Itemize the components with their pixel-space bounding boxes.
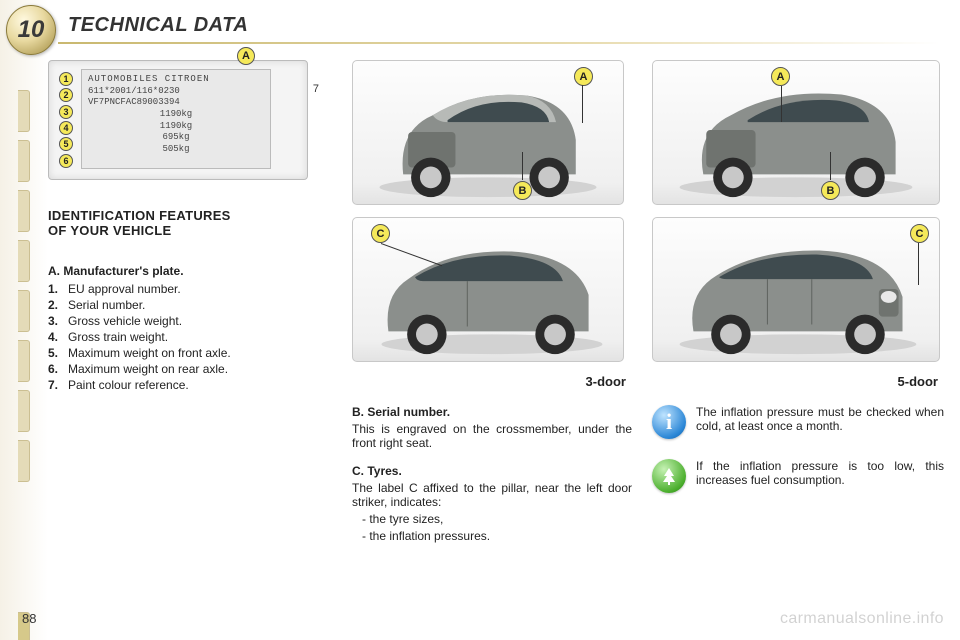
section-c-lead: The label C affixed to the pillar, near … bbox=[352, 481, 632, 509]
leader-line bbox=[522, 152, 523, 180]
side-tab bbox=[18, 190, 30, 232]
callout-c: C bbox=[371, 224, 390, 243]
section-c-b1: the tyre sizes, bbox=[362, 512, 632, 526]
section-a-title: A. Manufacturer's plate. bbox=[48, 264, 328, 278]
car-5door-rear: A B bbox=[652, 60, 940, 205]
callout-a: A bbox=[771, 67, 790, 86]
manual-page: 10 TECHNICAL DATA A 7 1 2 3 4 5 6 bbox=[0, 0, 960, 640]
plate-callout-a: A bbox=[237, 47, 255, 65]
plate-leader-5: 5 bbox=[59, 137, 73, 151]
left-column: A 7 1 2 3 4 5 6 AUTOMOBILES CITROEN 611*… bbox=[48, 60, 328, 394]
plate-line-6: 505kg bbox=[88, 144, 264, 156]
list-item: 4.Gross train weight. bbox=[48, 330, 328, 344]
car-3door-rear: A B bbox=[352, 60, 624, 205]
callout-c: C bbox=[910, 224, 929, 243]
section-c: C. Tyres. The label C affixed to the pil… bbox=[352, 464, 632, 543]
plate-line-4: 1190kg bbox=[88, 121, 264, 133]
section-c-title: C. Tyres. bbox=[352, 464, 632, 478]
side-tab bbox=[18, 390, 30, 432]
plate-line-3: 1190kg bbox=[88, 109, 264, 121]
list-item: 1.EU approval number. bbox=[48, 282, 328, 296]
item-text: EU approval number. bbox=[68, 282, 181, 296]
plate-line-5: 695kg bbox=[88, 132, 264, 144]
item-text: Gross train weight. bbox=[68, 330, 168, 344]
info-note-text: The inflation pressure must be checked w… bbox=[696, 405, 944, 433]
right-column: A B C 5-door i The inflation pres bbox=[652, 60, 944, 513]
plate-leader-2: 2 bbox=[59, 88, 73, 102]
callout-b: B bbox=[513, 181, 532, 200]
list-item: 5.Maximum weight on front axle. bbox=[48, 346, 328, 360]
plate-leader-3: 3 bbox=[59, 105, 73, 119]
side-tab bbox=[18, 440, 30, 482]
list-item: 7.Paint colour reference. bbox=[48, 378, 328, 392]
five-door-label: 5-door bbox=[652, 374, 938, 389]
callout-a: A bbox=[574, 67, 593, 86]
side-tab bbox=[18, 140, 30, 182]
chapter-badge: 10 bbox=[6, 5, 56, 55]
watermark: carmanualsonline.info bbox=[780, 610, 944, 628]
chapter-number: 10 bbox=[18, 16, 45, 44]
list-item: 3.Gross vehicle weight. bbox=[48, 314, 328, 328]
id-heading-line2: OF YOUR VEHICLE bbox=[48, 223, 328, 238]
chapter-title: TECHNICAL DATA bbox=[68, 14, 248, 37]
info-icon: i bbox=[652, 405, 686, 439]
side-tab bbox=[18, 240, 30, 282]
section-c-b2: the inflation pressures. bbox=[362, 529, 632, 543]
page-number: 88 bbox=[22, 611, 36, 626]
list-item: 6.Maximum weight on rear axle. bbox=[48, 362, 328, 376]
section-b: B. Serial number. This is engraved on th… bbox=[352, 405, 632, 450]
plate-line-2: VF7PNCFAC89003394 bbox=[88, 97, 264, 109]
plate-body: AUTOMOBILES CITROEN 611*2001/116*0230 VF… bbox=[81, 69, 271, 169]
plate-leader-4: 4 bbox=[59, 121, 73, 135]
identification-heading: IDENTIFICATION FEATURES OF YOUR VEHICLE bbox=[48, 208, 328, 238]
middle-column: A B C 3-door B. Serial number. This is e… bbox=[352, 60, 632, 557]
section-a: A. Manufacturer's plate. 1.EU approval n… bbox=[48, 264, 328, 392]
plate-brand: AUTOMOBILES CITROEN bbox=[88, 74, 264, 86]
side-tab bbox=[18, 340, 30, 382]
manufacturer-plate-image: A 7 1 2 3 4 5 6 AUTOMOBILES CITROEN 611*… bbox=[48, 60, 308, 180]
car-3door-side: C bbox=[352, 217, 624, 362]
eco-note: If the inflation pressure is too low, th… bbox=[652, 459, 944, 493]
plate-leader-1: 1 bbox=[59, 72, 73, 86]
plate-callout-7: 7 bbox=[313, 83, 319, 95]
callout-b: B bbox=[821, 181, 840, 200]
three-door-label: 3-door bbox=[352, 374, 626, 389]
leader-line bbox=[830, 152, 831, 180]
list-item: 2.Serial number. bbox=[48, 298, 328, 312]
leader-line bbox=[582, 85, 583, 123]
item-text: Maximum weight on rear axle. bbox=[68, 362, 228, 376]
side-tabs bbox=[18, 90, 32, 640]
plate-leader-6: 6 bbox=[59, 154, 73, 168]
item-text: Gross vehicle weight. bbox=[68, 314, 182, 328]
section-b-body: This is engraved on the crossmember, und… bbox=[352, 422, 632, 450]
leader-line bbox=[781, 86, 782, 122]
id-heading-line1: IDENTIFICATION FEATURES bbox=[48, 208, 328, 223]
item-text: Paint colour reference. bbox=[68, 378, 189, 392]
side-tab bbox=[18, 90, 30, 132]
info-note: i The inflation pressure must be checked… bbox=[652, 405, 944, 439]
leader-line bbox=[918, 243, 919, 285]
item-text: Serial number. bbox=[68, 298, 145, 312]
item-text: Maximum weight on front axle. bbox=[68, 346, 231, 360]
eco-note-text: If the inflation pressure is too low, th… bbox=[696, 459, 944, 487]
section-b-title: B. Serial number. bbox=[352, 405, 632, 419]
header-rule bbox=[58, 42, 940, 44]
car-5door-front: C bbox=[652, 217, 940, 362]
plate-line-1: 611*2001/116*0230 bbox=[88, 86, 264, 98]
tree-icon bbox=[652, 459, 686, 493]
side-tab bbox=[18, 290, 30, 332]
